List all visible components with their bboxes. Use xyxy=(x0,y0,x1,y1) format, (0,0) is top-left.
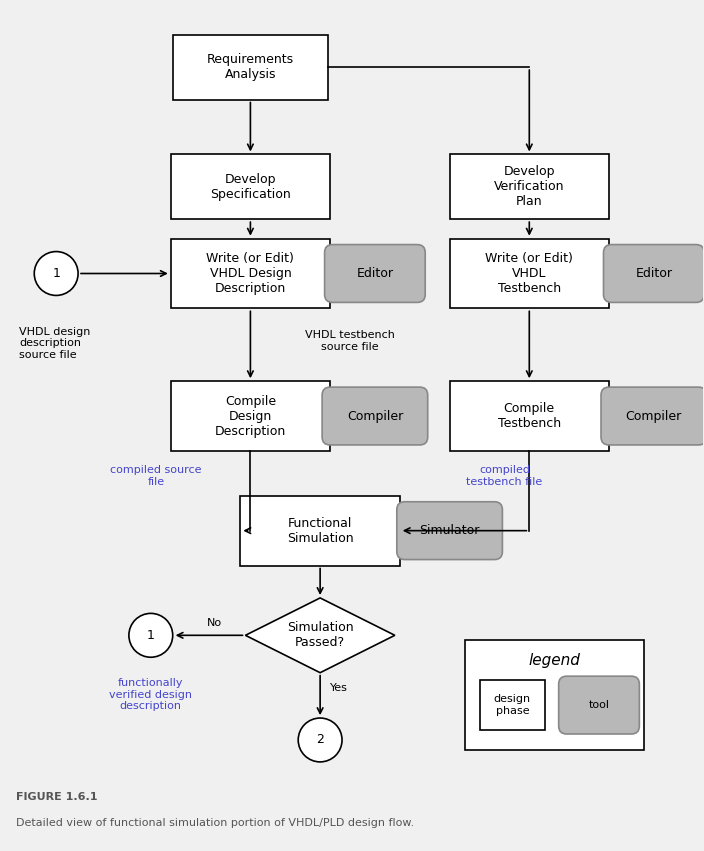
Text: compiled source
file: compiled source file xyxy=(110,465,201,487)
FancyBboxPatch shape xyxy=(559,677,639,734)
FancyBboxPatch shape xyxy=(241,496,400,566)
Text: 1: 1 xyxy=(147,629,155,642)
Circle shape xyxy=(34,252,78,295)
FancyBboxPatch shape xyxy=(450,238,609,308)
Text: Requirements
Analysis: Requirements Analysis xyxy=(207,53,294,81)
FancyBboxPatch shape xyxy=(173,35,327,100)
Text: Write (or Edit)
VHDL
Testbench: Write (or Edit) VHDL Testbench xyxy=(485,252,573,295)
Circle shape xyxy=(298,718,342,762)
FancyBboxPatch shape xyxy=(325,244,425,302)
Text: Compiler: Compiler xyxy=(347,409,403,423)
FancyBboxPatch shape xyxy=(450,154,609,220)
Text: compiled
testbench file: compiled testbench file xyxy=(466,465,543,487)
FancyBboxPatch shape xyxy=(603,244,704,302)
FancyBboxPatch shape xyxy=(450,381,609,451)
Text: legend: legend xyxy=(528,653,580,668)
FancyBboxPatch shape xyxy=(601,387,704,445)
Text: design
phase: design phase xyxy=(494,694,531,716)
Text: Write (or Edit)
VHDL Design
Description: Write (or Edit) VHDL Design Description xyxy=(206,252,294,295)
Text: Develop
Specification: Develop Specification xyxy=(210,173,291,201)
Text: Detailed view of functional simulation portion of VHDL/PLD design flow.: Detailed view of functional simulation p… xyxy=(16,818,415,828)
Text: Functional
Simulation: Functional Simulation xyxy=(287,517,353,545)
FancyBboxPatch shape xyxy=(480,680,545,730)
Text: VHDL design
description
source file: VHDL design description source file xyxy=(19,327,91,360)
Text: Yes: Yes xyxy=(330,683,348,693)
FancyBboxPatch shape xyxy=(170,381,330,451)
Text: Simulation
Passed?: Simulation Passed? xyxy=(287,621,353,649)
FancyBboxPatch shape xyxy=(322,387,428,445)
Text: functionally
verified design
description: functionally verified design description xyxy=(109,678,192,711)
Text: Simulator: Simulator xyxy=(420,524,480,537)
Text: FIGURE 1.6.1: FIGURE 1.6.1 xyxy=(16,791,98,802)
Text: 1: 1 xyxy=(52,267,60,280)
Text: Editor: Editor xyxy=(635,267,672,280)
Text: Compile
Design
Description: Compile Design Description xyxy=(215,395,286,437)
Polygon shape xyxy=(246,598,395,672)
FancyBboxPatch shape xyxy=(170,154,330,220)
Text: Develop
Verification
Plan: Develop Verification Plan xyxy=(494,165,565,208)
Text: Editor: Editor xyxy=(356,267,394,280)
Text: Compiler: Compiler xyxy=(626,409,682,423)
Circle shape xyxy=(129,614,172,657)
Text: VHDL testbench
source file: VHDL testbench source file xyxy=(305,330,395,352)
FancyBboxPatch shape xyxy=(397,502,503,560)
Text: tool: tool xyxy=(589,700,610,710)
FancyBboxPatch shape xyxy=(170,238,330,308)
Text: No: No xyxy=(206,619,222,628)
Text: 2: 2 xyxy=(316,734,324,746)
Text: Compile
Testbench: Compile Testbench xyxy=(498,402,561,430)
FancyBboxPatch shape xyxy=(465,640,644,750)
